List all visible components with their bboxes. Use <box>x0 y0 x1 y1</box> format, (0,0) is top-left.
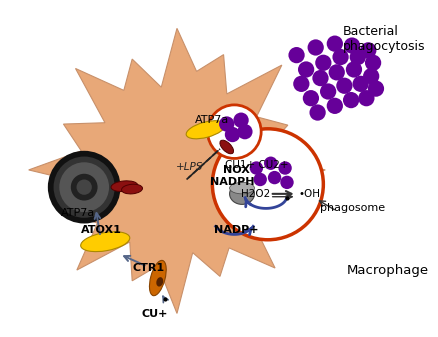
Circle shape <box>314 55 331 71</box>
Text: •OH: •OH <box>298 189 320 199</box>
Text: Bacterial
phagocytosis: Bacterial phagocytosis <box>342 25 424 53</box>
Ellipse shape <box>111 181 138 191</box>
Circle shape <box>328 64 344 81</box>
Circle shape <box>364 55 380 71</box>
Circle shape <box>278 161 291 175</box>
Circle shape <box>345 61 361 78</box>
Circle shape <box>279 176 293 189</box>
Text: H2O2: H2O2 <box>240 189 269 199</box>
Text: Macrophage: Macrophage <box>346 264 427 277</box>
Circle shape <box>207 105 261 158</box>
Circle shape <box>311 70 328 86</box>
Text: phagosome: phagosome <box>320 203 385 213</box>
Ellipse shape <box>121 184 142 194</box>
Circle shape <box>263 157 277 170</box>
Text: ATP7a: ATP7a <box>61 208 95 218</box>
Circle shape <box>349 49 365 65</box>
Ellipse shape <box>149 261 166 296</box>
Circle shape <box>212 129 323 240</box>
Circle shape <box>253 173 266 186</box>
Circle shape <box>302 90 318 106</box>
Circle shape <box>76 180 92 195</box>
Text: ATP7a: ATP7a <box>195 115 229 125</box>
Ellipse shape <box>229 183 254 204</box>
Circle shape <box>48 151 120 223</box>
Circle shape <box>319 83 336 100</box>
Circle shape <box>267 171 281 184</box>
Circle shape <box>249 161 262 175</box>
Circle shape <box>297 61 314 78</box>
Circle shape <box>326 35 342 52</box>
Circle shape <box>359 42 375 59</box>
Text: CU1+ CU2+: CU1+ CU2+ <box>224 160 287 170</box>
Ellipse shape <box>156 277 163 286</box>
Circle shape <box>326 98 342 114</box>
Text: +LPS: +LPS <box>175 162 203 172</box>
Ellipse shape <box>229 182 254 194</box>
Text: NADPH: NADPH <box>210 177 254 187</box>
Circle shape <box>342 92 358 108</box>
Text: CTR1: CTR1 <box>132 263 164 273</box>
Circle shape <box>71 174 97 201</box>
Polygon shape <box>28 28 325 313</box>
Circle shape <box>309 104 325 121</box>
Circle shape <box>307 39 323 56</box>
Circle shape <box>59 162 109 212</box>
Text: NADP+: NADP+ <box>214 225 258 235</box>
Circle shape <box>224 127 240 142</box>
Circle shape <box>357 90 374 106</box>
Circle shape <box>352 76 368 92</box>
Circle shape <box>237 124 252 139</box>
Circle shape <box>219 116 234 132</box>
Circle shape <box>233 113 248 128</box>
Text: NOX: NOX <box>223 165 249 175</box>
Circle shape <box>336 78 352 94</box>
Circle shape <box>288 47 304 63</box>
Text: CU+: CU+ <box>141 309 168 319</box>
Ellipse shape <box>186 121 225 139</box>
Text: ATOX1: ATOX1 <box>81 225 122 235</box>
Circle shape <box>53 157 114 218</box>
Circle shape <box>332 49 348 65</box>
Circle shape <box>343 37 359 54</box>
Circle shape <box>367 81 383 97</box>
Ellipse shape <box>81 232 130 252</box>
Circle shape <box>293 76 309 92</box>
Ellipse shape <box>219 140 233 154</box>
Circle shape <box>362 68 378 84</box>
